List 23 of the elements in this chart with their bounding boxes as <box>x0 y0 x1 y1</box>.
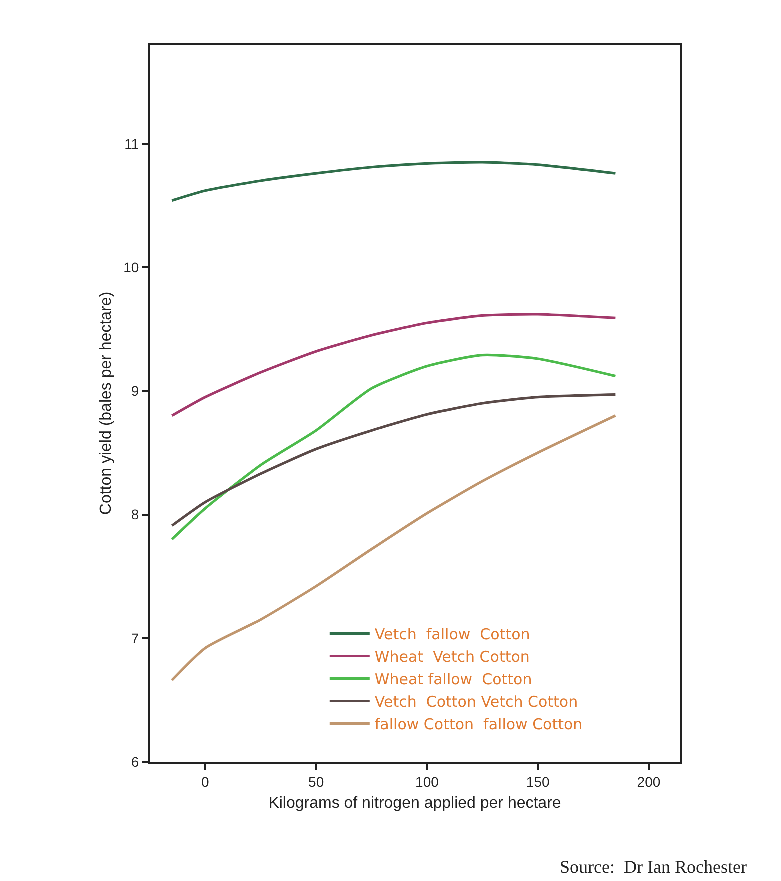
line-series <box>170 161 617 202</box>
y-tick-label: 8 <box>131 506 140 523</box>
legend-label: Wheat fallow Cotton <box>374 670 532 689</box>
y-tick-label: 7 <box>131 630 140 646</box>
y-axis-title: Cotton yield (bales per hectare) <box>98 292 116 516</box>
x-tick-label: 50 <box>308 774 324 790</box>
source-note: Source: Dr Ian Rochester <box>560 857 747 877</box>
legend-label: Vetch Cotton Vetch Cotton <box>374 693 578 712</box>
line-series <box>170 354 617 541</box>
x-tick-label: 200 <box>637 774 661 790</box>
line-series <box>170 394 617 528</box>
line-series <box>170 313 617 418</box>
y-tick-label: 10 <box>124 259 140 276</box>
x-tick-label: 150 <box>526 774 550 790</box>
legend-label: Wheat Vetch Cotton <box>374 648 530 666</box>
legend-label: fallow Cotton fallow Cotton <box>374 716 583 734</box>
y-tick-label: 6 <box>131 754 140 770</box>
x-tick-label: 0 <box>202 774 210 790</box>
y-tick-label: 9 <box>131 383 140 400</box>
x-axis-title: Kilograms of nitrogen applied per hectare <box>268 795 562 812</box>
x-tick-label: 100 <box>416 774 440 790</box>
y-tick-label: 11 <box>124 136 140 152</box>
legend-label: Vetch fallow Cotton <box>374 626 530 644</box>
